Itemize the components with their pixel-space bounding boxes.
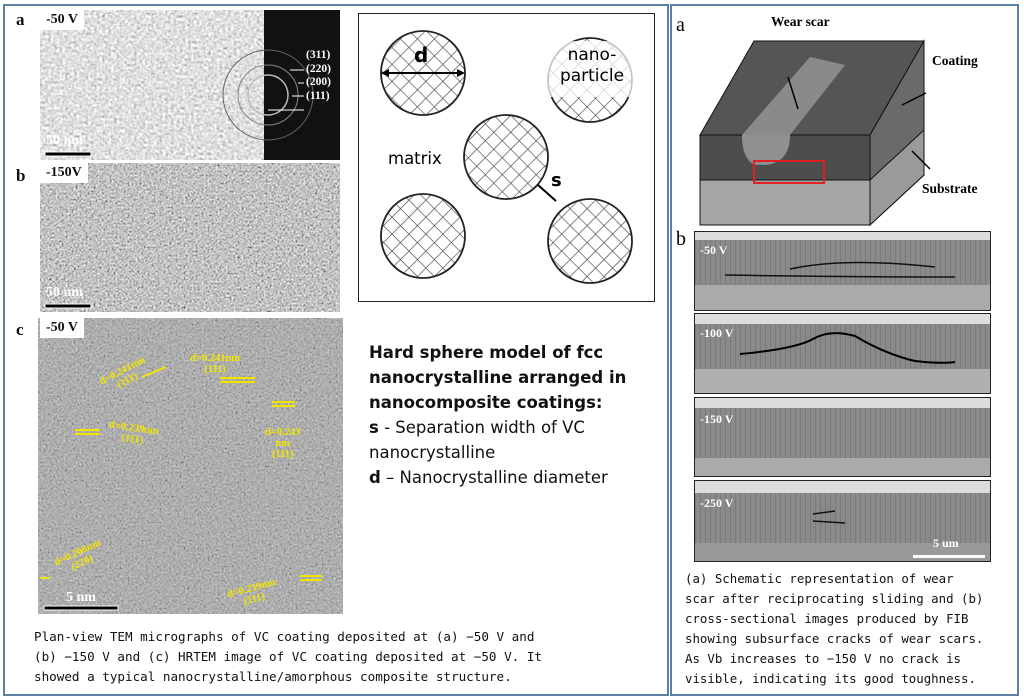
d-description: – Nanocrystalline diameter: [380, 468, 608, 487]
nanoparticle-circle: [380, 193, 466, 279]
voltage-label-c: -50 V: [40, 318, 85, 338]
model-title: Hard sphere model of fcc nanocrystalline…: [369, 343, 627, 412]
left-figure-frame: [3, 4, 669, 696]
s-key: s: [369, 418, 379, 437]
hrtem-micrograph-c: [38, 318, 343, 614]
right-figure-frame: [670, 4, 1019, 696]
saed-ring-labels: (311) (220) (200) (111): [306, 49, 331, 103]
lattice-annotation: d=0.243 nm (111): [265, 427, 301, 460]
fib-voltage-250v: -250 V: [700, 496, 734, 510]
left-figure-caption: Plan-view TEM micrographs of VC coating …: [34, 629, 542, 684]
lattice-fringe-markers: [40, 366, 322, 581]
tem-micrograph-a: [40, 10, 340, 160]
hard-sphere-diagram: [358, 13, 655, 302]
d-key: d: [369, 468, 381, 487]
substrate-label: Substrate: [922, 181, 978, 196]
fib-voltage-100v: -100 V: [700, 326, 734, 340]
voltage-label-b: -150V: [40, 163, 88, 183]
panel-b-label: b: [16, 166, 26, 185]
hard-sphere-shapes: [380, 30, 635, 284]
right-panel-b-label: b: [676, 228, 686, 250]
saed-ring-220: (220): [306, 62, 331, 75]
nanoparticle-label: nano- particle: [559, 45, 625, 86]
saed-ring-111: (111): [306, 89, 330, 102]
separation-arrow: [537, 184, 557, 202]
matrix-label: matrix: [388, 149, 442, 168]
scale-bar-a: 50 nm: [46, 133, 83, 148]
panel-c-label: c: [16, 320, 24, 339]
scale-bar-b: 50 nm: [46, 285, 83, 300]
panel-a-label: a: [16, 10, 25, 29]
s-label: s: [551, 170, 562, 191]
wear-scar-label: Wear scar: [771, 14, 830, 29]
d-label: d: [414, 43, 429, 67]
fib-image-100v: [694, 313, 991, 394]
model-description: Hard sphere model of fcc nanocrystalline…: [369, 340, 669, 490]
fib-image-250v: [694, 480, 991, 562]
fib-scale-bar-label: 5 um: [933, 536, 959, 550]
nanoparticle-circle: [463, 114, 549, 200]
saed-ring-311: (311): [306, 49, 331, 61]
wear-scar-schematic: [699, 39, 931, 227]
s-description: - Separation width of VC nanocrystalline: [369, 418, 585, 462]
fib-image-50v: [694, 231, 991, 311]
voltage-label-a: -50 V: [40, 10, 85, 30]
fib-voltage-50v: -50 V: [700, 243, 728, 257]
fib-image-150v: [694, 397, 991, 477]
tem-micrograph-b: [40, 163, 340, 312]
coating-label: Coating: [932, 53, 978, 68]
saed-ring-200: (200): [306, 76, 331, 88]
right-panel-a-label: a: [676, 14, 685, 36]
fib-voltage-150v: -150 V: [700, 412, 734, 426]
lattice-annotation: d=0.241nm (111): [190, 353, 241, 375]
crack-region-highlight: [753, 160, 825, 184]
scale-bar-c: 5 nm: [66, 590, 96, 605]
right-figure-caption: (a) Schematic representation of wear sca…: [685, 571, 984, 686]
nanoparticle-circle: [547, 198, 633, 284]
